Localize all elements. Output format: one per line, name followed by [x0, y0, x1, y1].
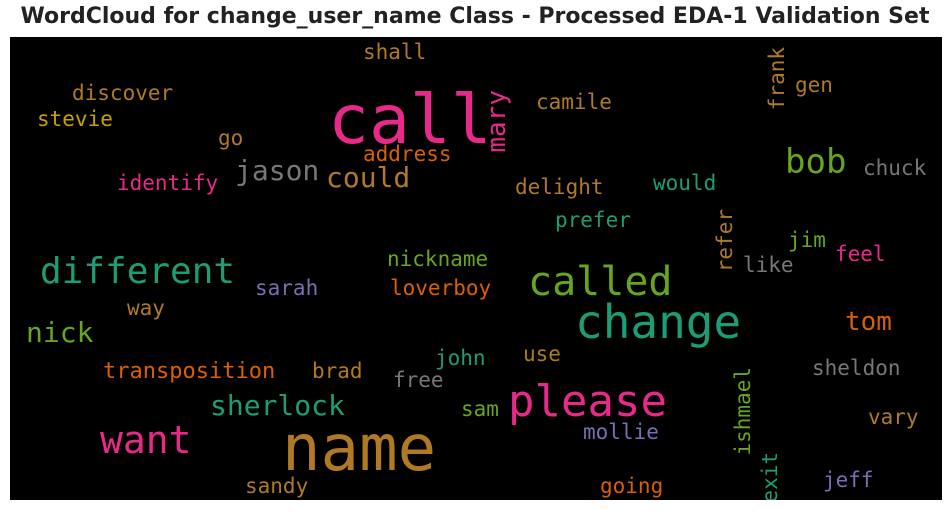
word-brad: brad	[312, 359, 363, 383]
word-stevie: stevie	[37, 107, 113, 131]
word-bob: bob	[785, 142, 847, 182]
word-refer: refer	[713, 209, 737, 273]
word-call: call	[328, 81, 492, 160]
word-free: free	[393, 368, 444, 392]
word-prefer: prefer	[555, 208, 631, 232]
word-use: use	[523, 342, 561, 366]
word-tom: tom	[845, 307, 892, 337]
word-delight: delight	[515, 175, 604, 199]
word-jason: jason	[235, 154, 320, 187]
word-transposition: transposition	[103, 359, 276, 384]
word-like: like	[743, 253, 794, 277]
word-exit: exit	[758, 452, 782, 500]
word-camile: camile	[536, 90, 612, 114]
word-could: could	[326, 161, 411, 194]
word-nick: nick	[26, 316, 94, 349]
word-name: name	[282, 412, 437, 486]
word-jeff: jeff	[823, 468, 874, 492]
word-address: address	[363, 142, 452, 166]
word-gen: gen	[795, 73, 833, 97]
word-discover: discover	[72, 81, 174, 105]
word-go: go	[218, 126, 244, 150]
word-chuck: chuck	[863, 156, 927, 180]
word-vary: vary	[868, 405, 919, 429]
word-sam: sam	[461, 397, 499, 421]
word-sherlock: sherlock	[210, 389, 345, 422]
word-nickname: nickname	[387, 247, 489, 271]
word-loverboy: loverboy	[390, 276, 492, 300]
word-please: please	[508, 376, 667, 427]
wordcloud-canvas: call name change please called different want b…	[10, 37, 942, 500]
word-want: want	[100, 418, 192, 462]
word-frank: frank	[765, 47, 789, 111]
word-way: way	[127, 296, 165, 320]
word-feel: feel	[835, 242, 886, 266]
word-ishmael: ishmael	[731, 367, 755, 456]
word-sarah: sarah	[255, 276, 319, 300]
word-going: going	[600, 474, 664, 498]
word-called: called	[528, 259, 673, 305]
word-shall: shall	[363, 40, 427, 64]
word-change: change	[575, 295, 742, 349]
word-sandy: sandy	[245, 474, 309, 498]
word-sheldon: sheldon	[812, 356, 901, 380]
word-mary: mary	[482, 90, 512, 153]
word-identify: identify	[117, 171, 219, 195]
word-mollie: mollie	[583, 420, 659, 444]
word-different: different	[40, 251, 236, 292]
chart-title: WordCloud for change_user_name Class - P…	[20, 4, 930, 29]
word-jim: jim	[788, 228, 826, 252]
word-would: would	[653, 171, 717, 195]
word-john: john	[435, 346, 486, 370]
